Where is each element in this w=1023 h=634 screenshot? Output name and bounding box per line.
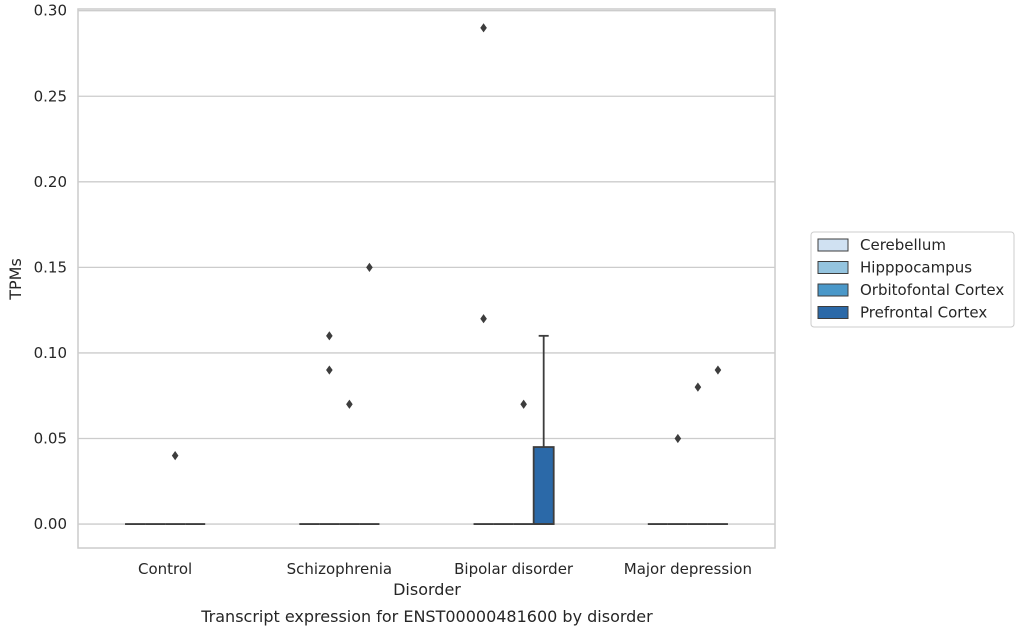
box-orbitofontal-cortex	[165, 451, 186, 525]
legend-swatch	[817, 261, 849, 274]
box-hipppocampus	[319, 331, 340, 525]
box-orbitofontal-cortex	[687, 382, 708, 525]
outlier-point	[366, 262, 373, 272]
legend: Cerebellum Hipppocampus Orbitofontal Corte…	[810, 231, 1015, 328]
y-tick-label: 0.25	[34, 87, 67, 105]
x-tick-label: Control	[138, 560, 192, 578]
x-tick-label: Major depression	[624, 560, 752, 578]
x-axis-title: Disorder	[393, 580, 461, 599]
outlier-point	[520, 399, 527, 409]
box-hipppocampus	[667, 433, 688, 525]
legend-label: Hipppocampus	[860, 259, 972, 277]
legend-swatch	[817, 238, 849, 252]
x-tick-label: Bipolar disorder	[454, 560, 574, 578]
legend-swatch	[817, 283, 849, 297]
y-tick-label: 0.05	[34, 429, 67, 447]
legend-frame	[810, 231, 1015, 328]
y-axis-title: TPMs	[6, 258, 25, 301]
legend-label: Prefrontal Cortex	[860, 304, 987, 322]
box-orbitofontal-cortex	[513, 399, 534, 525]
boxes	[125, 23, 728, 525]
y-tick-label: 0.00	[34, 515, 67, 533]
outlier-point	[480, 314, 487, 324]
outlier-point	[346, 399, 353, 409]
box-prefrontal-cortex	[359, 262, 380, 525]
y-tick-label: 0.20	[34, 173, 67, 191]
y-tick-label: 0.30	[34, 2, 67, 20]
outlier-point	[480, 23, 487, 33]
plot-frame	[77, 8, 776, 549]
y-tick-labels: 0.00 0.05 0.10 0.15 0.20 0.25 0.30	[34, 2, 67, 533]
outlier-point	[171, 451, 179, 461]
box-orbitofontal-cortex	[339, 399, 360, 525]
y-tick-label: 0.10	[34, 344, 67, 362]
outlier-point	[674, 433, 682, 444]
legend-swatch	[817, 306, 849, 319]
outlier-point	[326, 331, 333, 341]
outlier-point	[694, 382, 702, 392]
legend-label: Cerebellum	[860, 236, 946, 254]
box-cerebellum	[473, 23, 494, 525]
box-prefrontal-cortex	[532, 334, 555, 525]
box-body	[532, 446, 555, 525]
x-tick-label: Schizophrenia	[287, 560, 392, 578]
y-tick-label: 0.15	[34, 258, 67, 276]
outlier-point	[714, 365, 722, 375]
grid-lines	[78, 10, 775, 525]
outlier-point	[326, 365, 333, 375]
box-prefrontal-cortex	[707, 365, 728, 525]
x-tick-labels: Control Schizophrenia Bipolar disorder Majo…	[138, 560, 752, 578]
chart-caption: Transcript expression for ENST0000048160…	[200, 607, 653, 626]
legend-label: Orbitofontal Cortex	[860, 281, 1004, 299]
